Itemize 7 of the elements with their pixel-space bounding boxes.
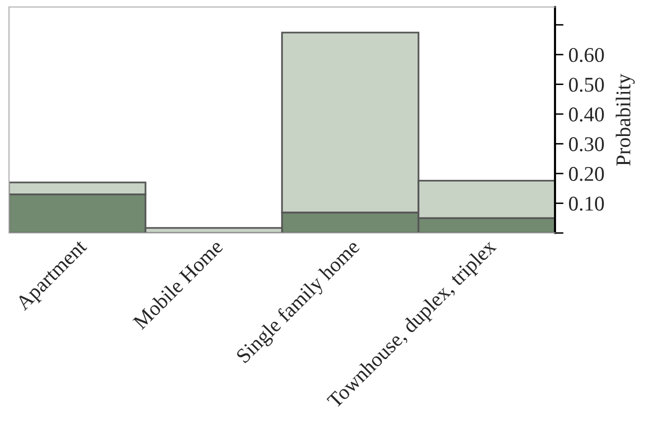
y-tick-label: 0.40 (568, 107, 604, 122)
y-tick-label: 0.10 (568, 196, 604, 211)
y-tick-label: 0.60 (568, 48, 604, 62)
y-tick-label: 0.50 (568, 78, 604, 92)
y-tick-label: 0.30 (568, 137, 604, 152)
y-tick-label: 0.20 (568, 166, 604, 182)
y-axis-title: Probability (616, 74, 635, 166)
